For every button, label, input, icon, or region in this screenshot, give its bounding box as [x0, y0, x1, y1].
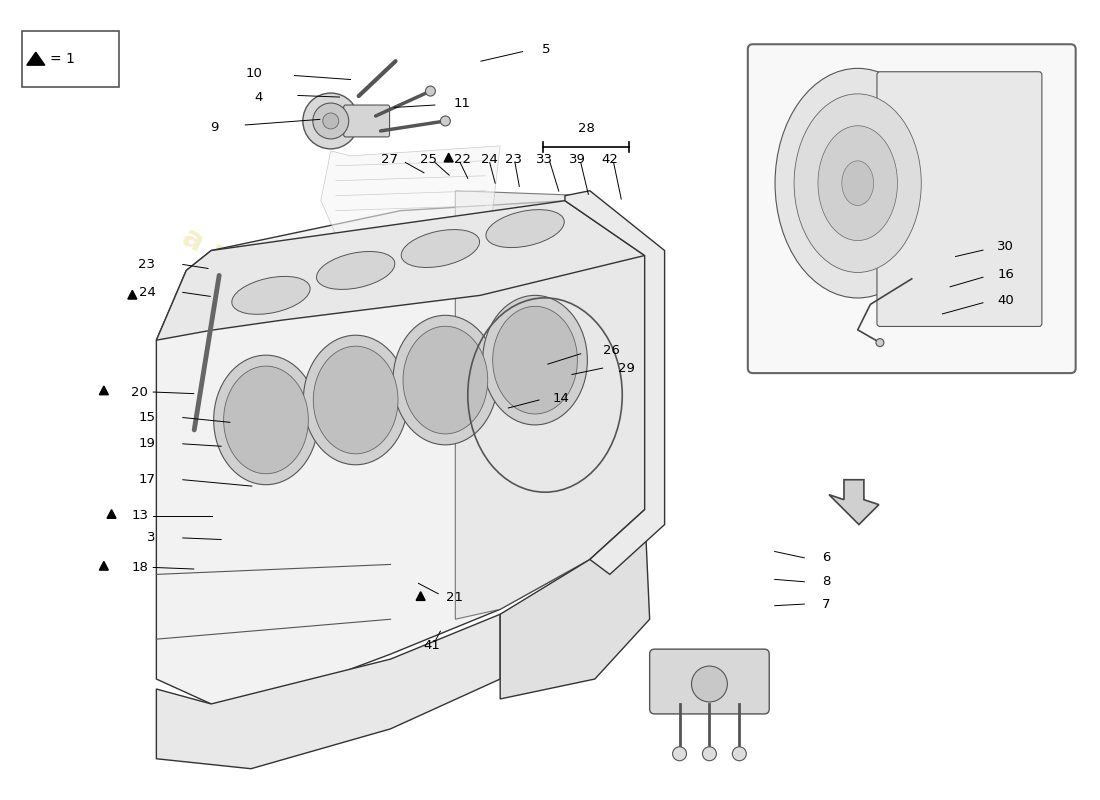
Text: 9: 9: [210, 121, 219, 134]
Text: 21: 21: [446, 591, 463, 604]
Text: 13: 13: [131, 509, 149, 522]
Text: 11: 11: [453, 97, 471, 110]
Text: 15: 15: [139, 411, 155, 424]
Polygon shape: [26, 52, 45, 65]
Circle shape: [440, 116, 450, 126]
Text: 6: 6: [822, 551, 830, 564]
Polygon shape: [565, 190, 664, 574]
Ellipse shape: [403, 326, 487, 434]
Text: 28: 28: [578, 122, 595, 135]
Text: 5: 5: [542, 42, 551, 56]
Text: euromot: euromot: [284, 346, 641, 582]
Polygon shape: [99, 386, 108, 394]
Text: 30: 30: [998, 241, 1014, 254]
Circle shape: [876, 338, 884, 346]
Text: 40: 40: [998, 294, 1014, 307]
Circle shape: [312, 103, 349, 139]
Polygon shape: [500, 510, 650, 699]
Ellipse shape: [776, 68, 940, 298]
Text: 20: 20: [131, 386, 149, 398]
Text: 17: 17: [139, 474, 155, 486]
Text: 7: 7: [822, 598, 830, 610]
Ellipse shape: [794, 94, 922, 273]
Ellipse shape: [393, 315, 497, 445]
Circle shape: [672, 746, 686, 761]
Text: 23: 23: [505, 153, 522, 166]
Text: 26: 26: [603, 344, 619, 357]
Text: 33: 33: [536, 153, 553, 166]
Polygon shape: [416, 592, 425, 601]
Polygon shape: [156, 614, 501, 769]
Polygon shape: [107, 510, 116, 518]
Text: 19: 19: [139, 438, 155, 450]
Text: 16: 16: [998, 267, 1014, 281]
Circle shape: [322, 113, 339, 129]
Text: 29: 29: [618, 362, 635, 374]
Ellipse shape: [818, 126, 898, 241]
Ellipse shape: [213, 355, 318, 485]
Text: 18: 18: [131, 561, 149, 574]
Polygon shape: [156, 201, 645, 704]
Polygon shape: [321, 146, 500, 246]
Text: 23: 23: [139, 258, 155, 271]
Ellipse shape: [493, 306, 578, 414]
Text: 3: 3: [147, 531, 155, 545]
Ellipse shape: [402, 230, 480, 267]
Polygon shape: [99, 562, 108, 570]
Ellipse shape: [314, 346, 398, 454]
Ellipse shape: [304, 335, 408, 465]
FancyBboxPatch shape: [650, 649, 769, 714]
Ellipse shape: [486, 210, 564, 247]
Text: 8: 8: [822, 575, 830, 588]
Text: a passion for parts, since 1989: a passion for parts, since 1989: [177, 223, 660, 498]
Text: 27: 27: [382, 153, 398, 166]
Text: 24: 24: [482, 153, 498, 166]
FancyBboxPatch shape: [22, 31, 119, 87]
Circle shape: [733, 746, 746, 761]
FancyBboxPatch shape: [748, 44, 1076, 373]
Polygon shape: [455, 190, 645, 619]
Polygon shape: [444, 154, 453, 162]
Text: 4: 4: [254, 90, 263, 103]
Text: 41: 41: [424, 639, 440, 652]
FancyBboxPatch shape: [877, 72, 1042, 326]
Text: 39: 39: [569, 153, 586, 166]
Text: 42: 42: [602, 153, 618, 166]
Ellipse shape: [842, 161, 873, 206]
Text: 10: 10: [246, 66, 263, 80]
Ellipse shape: [483, 295, 587, 425]
Circle shape: [692, 666, 727, 702]
Ellipse shape: [317, 251, 395, 290]
Text: 22: 22: [454, 153, 471, 166]
Polygon shape: [829, 480, 879, 525]
Circle shape: [302, 93, 359, 149]
Text: 25: 25: [420, 153, 437, 166]
Text: = 1: = 1: [50, 52, 75, 66]
Text: 24: 24: [139, 286, 155, 299]
Ellipse shape: [223, 366, 308, 474]
FancyBboxPatch shape: [343, 105, 389, 137]
Polygon shape: [156, 201, 645, 340]
Polygon shape: [128, 290, 136, 299]
Text: 14: 14: [552, 392, 569, 405]
Ellipse shape: [232, 276, 310, 314]
Circle shape: [703, 746, 716, 761]
Circle shape: [426, 86, 436, 96]
